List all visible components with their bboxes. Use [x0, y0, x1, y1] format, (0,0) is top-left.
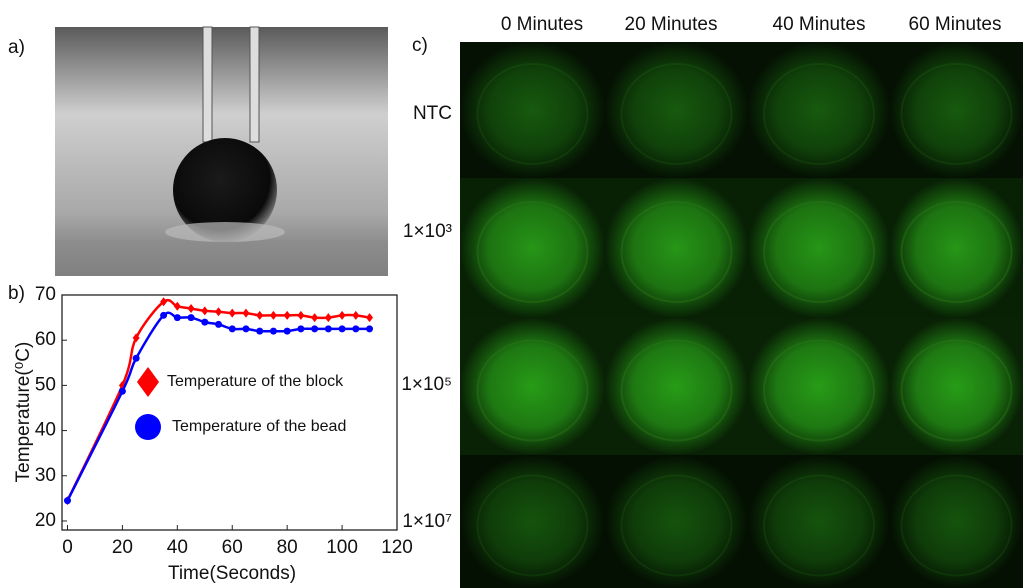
marker [366, 313, 373, 322]
fluorescence-image [748, 318, 890, 455]
y-axis-label: Temperature(⁰C) [13, 342, 34, 483]
marker [201, 306, 208, 315]
x-tick-label: 40 [167, 537, 188, 558]
marker [229, 309, 236, 318]
marker [256, 311, 263, 320]
marker [119, 388, 126, 395]
marker [188, 304, 195, 313]
column-header: 40 Minutes [773, 14, 866, 35]
y-tick-label: 60 [35, 329, 56, 350]
column-header: 0 Minutes [501, 14, 583, 35]
column-header: 20 Minutes [625, 14, 718, 35]
x-tick-label: 100 [326, 537, 358, 558]
panel-label: c) [412, 35, 428, 56]
x-tick-label: 0 [62, 537, 73, 558]
marker [297, 311, 304, 320]
fluorescence-image [605, 178, 748, 318]
marker [284, 311, 291, 320]
legend-marker [135, 414, 161, 440]
legend-label: Temperature of the block [167, 373, 344, 390]
fluorescence-image [605, 318, 748, 455]
panel-label: b) [8, 283, 25, 304]
y-tick-label: 30 [35, 465, 56, 486]
legend-marker [137, 367, 159, 397]
marker [133, 355, 140, 362]
marker [174, 302, 181, 311]
marker [352, 325, 359, 332]
fluorescence-image [748, 178, 890, 318]
panel-label: a) [8, 37, 25, 58]
figure: a) b) c) Time(Seconds) Temperature(⁰C) 0… [0, 0, 1025, 588]
marker [229, 325, 236, 332]
marker [339, 325, 346, 332]
fluorescence-image [890, 42, 1023, 178]
y-tick-label: 50 [35, 374, 56, 395]
marker [215, 307, 222, 316]
image-grid [460, 42, 1023, 588]
marker [352, 311, 359, 320]
marker [160, 312, 167, 319]
fluorescence-image [748, 42, 890, 178]
y-tick-label: 40 [35, 420, 56, 441]
row-label: 1×10³ [403, 221, 452, 242]
marker [284, 328, 291, 335]
marker [311, 313, 318, 322]
marker [242, 309, 249, 318]
marker [242, 325, 249, 332]
fluorescence-image [460, 42, 605, 178]
row-label: 1×10⁷ [402, 511, 452, 532]
fluorescence-image [460, 178, 605, 318]
marker [64, 497, 71, 504]
fluorescence-image [605, 42, 748, 178]
marker [339, 311, 346, 320]
x-tick-label: 60 [222, 537, 243, 558]
marker [215, 321, 222, 328]
marker [325, 313, 332, 322]
marker [174, 314, 181, 321]
row-label: NTC [413, 103, 452, 124]
fluorescence-image [460, 318, 605, 455]
photo [55, 27, 388, 276]
legend-label: Temperature of the bead [172, 418, 346, 435]
x-tick-label: 80 [277, 537, 298, 558]
x-tick-label: 120 [381, 537, 413, 558]
marker [311, 325, 318, 332]
fluorescence-image [890, 178, 1023, 318]
x-axis-label: Time(Seconds) [168, 563, 296, 584]
y-tick-label: 70 [35, 284, 56, 305]
marker [270, 328, 277, 335]
y-tick-label: 20 [35, 510, 56, 531]
marker [188, 314, 195, 321]
marker [366, 325, 373, 332]
marker [297, 325, 304, 332]
series-line [67, 300, 369, 501]
marker [270, 311, 277, 320]
row-label: 1×10⁵ [401, 374, 452, 395]
marker [325, 325, 332, 332]
x-tick-label: 20 [112, 537, 133, 558]
marker [201, 319, 208, 326]
column-header: 60 Minutes [909, 14, 1002, 35]
marker [256, 328, 263, 335]
fluorescence-image [890, 318, 1023, 455]
